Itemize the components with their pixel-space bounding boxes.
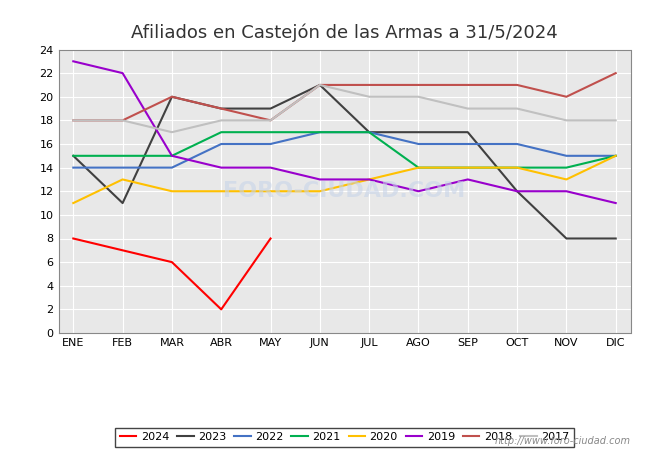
Text: http://www.foro-ciudad.com: http://www.foro-ciudad.com	[495, 436, 630, 446]
Title: Afiliados en Castejón de las Armas a 31/5/2024: Afiliados en Castejón de las Armas a 31/…	[131, 24, 558, 42]
Text: FORO-CIUDAD.COM: FORO-CIUDAD.COM	[224, 181, 465, 201]
Legend: 2024, 2023, 2022, 2021, 2020, 2019, 2018, 2017: 2024, 2023, 2022, 2021, 2020, 2019, 2018…	[115, 428, 574, 446]
